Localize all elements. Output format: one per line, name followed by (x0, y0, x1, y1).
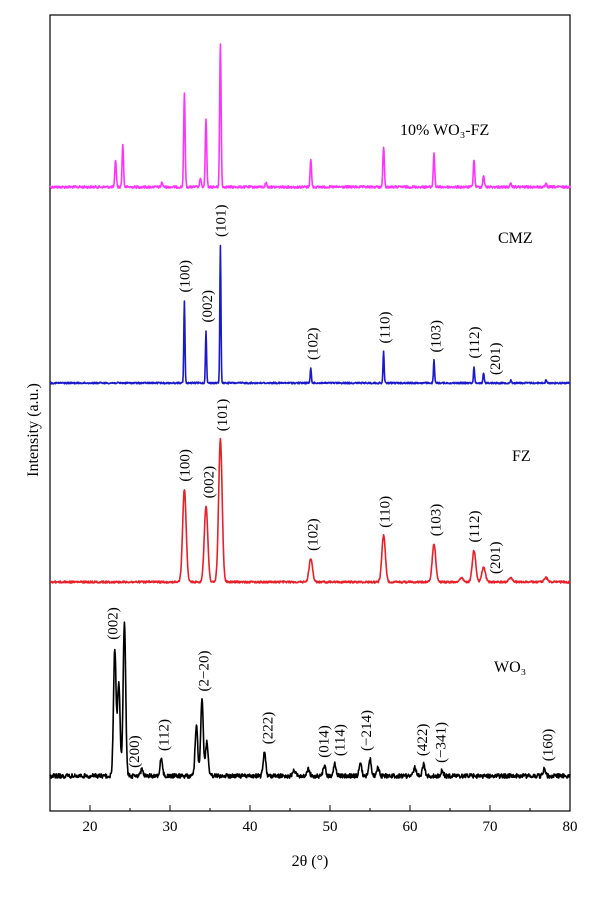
trace-0 (49, 43, 571, 189)
trace-3 (49, 621, 571, 779)
x-axis-label: 2θ (°) (292, 853, 329, 870)
peak-label-2-1: (002) (201, 466, 217, 499)
series-name-3: WO₃ (494, 659, 526, 676)
peak-label-1-2: (101) (213, 205, 229, 238)
peak-label-3-6: (114) (333, 724, 349, 756)
peak-label-3-4: (222) (261, 712, 277, 745)
peak-label-2-2: (101) (215, 399, 231, 432)
x-tick-label-50: 50 (323, 819, 338, 835)
x-tick-label-20: 20 (83, 819, 98, 835)
peak-label-3-1: (200) (127, 735, 143, 768)
peak-label-2-5: (103) (429, 504, 445, 537)
peak-label-2-4: (110) (377, 496, 393, 528)
peak-label-3-7: (−214) (359, 710, 375, 751)
peak-label-1-5: (103) (429, 320, 445, 353)
peak-label-3-2: (112) (157, 719, 173, 751)
peak-label-2-3: (102) (305, 518, 321, 551)
peak-label-1-7: (201) (488, 343, 504, 376)
peak-labels: (100) (002) (101) (102) (110) (103) (112) (201)… (105, 205, 556, 768)
peak-label-1-4: (110) (377, 312, 393, 344)
x-tick-label-30: 30 (163, 819, 178, 835)
x-tick-label-80: 80 (563, 819, 578, 835)
peak-label-3-0: (002) (105, 607, 121, 640)
peak-label-2-0: (100) (177, 449, 193, 482)
peak-label-1-6: (112) (467, 327, 483, 359)
y-axis-label: Intensity (a.u.) (25, 383, 42, 477)
plot-frame (49, 14, 571, 812)
peak-label-3-10: (160) (541, 729, 557, 762)
x-axis-ticks: 20 30 40 50 60 70 80 (49, 805, 578, 835)
trace-1 (49, 244, 571, 385)
peak-label-3-9: (−341) (433, 722, 449, 763)
peak-label-1-0: (100) (177, 260, 193, 293)
peak-label-3-3: (2−20) (197, 651, 213, 692)
series-name-1: CMZ (498, 230, 533, 247)
peak-label-3-5: (014) (317, 725, 333, 758)
peak-label-1-3: (102) (305, 328, 321, 361)
series-names: 10% WO₃-FZ CMZ FZ WO₃ (400, 122, 533, 676)
x-tick-label-60: 60 (403, 819, 418, 835)
peak-label-1-1: (002) (200, 290, 216, 323)
peak-label-2-6: (112) (467, 511, 483, 543)
trace-2 (49, 437, 571, 584)
x-tick-label-70: 70 (483, 819, 498, 835)
peak-label-2-7: (201) (488, 542, 504, 575)
series-traces (49, 43, 571, 779)
x-tick-label-40: 40 (243, 819, 258, 835)
peak-label-3-8: (422) (415, 724, 431, 757)
series-name-0: 10% WO₃-FZ (400, 122, 489, 139)
series-name-2: FZ (512, 448, 531, 465)
